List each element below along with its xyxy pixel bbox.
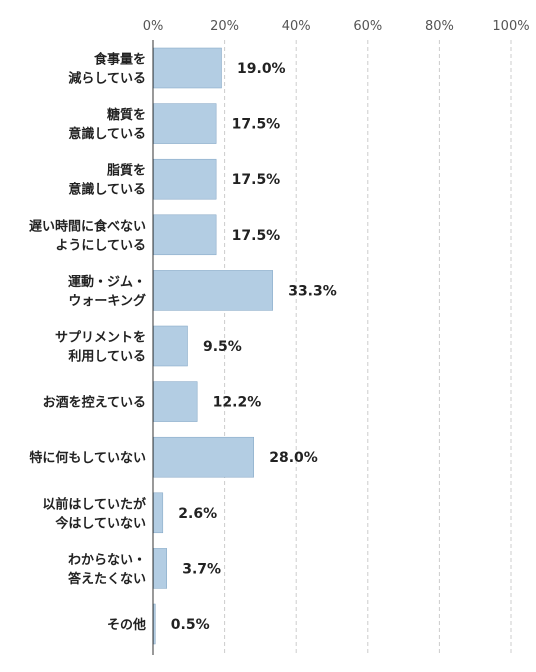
category-label: お酒を控えている: [43, 395, 146, 411]
category-label: 今はしていない: [54, 515, 146, 531]
category-label: その他: [107, 617, 146, 633]
bar: [153, 325, 188, 367]
bar: [153, 436, 254, 478]
category-label: 食事量を: [94, 52, 146, 68]
category-label: サプリメントを: [55, 331, 146, 346]
value-labels: 19.0% 17.5% 17.5% 17.5% 33.3% 9.5% 12.2% 28.0% 2…: [171, 61, 337, 633]
x-tick-label: 60%: [353, 19, 382, 34]
value-label: 28.0%: [269, 450, 318, 466]
bar: [153, 158, 217, 200]
category-label: 運動・ジム・: [68, 274, 146, 290]
category-label: 利用している: [68, 349, 146, 365]
category-label: 糖質を: [107, 107, 146, 123]
x-tick-label: 40%: [282, 19, 311, 34]
category-label: ようにしている: [55, 238, 146, 253]
grid-lines: [224, 40, 512, 655]
bar: [153, 270, 273, 311]
bar: [153, 103, 217, 144]
category-label: 脂質を: [106, 163, 146, 179]
value-label: 0.5%: [171, 617, 210, 633]
bars: [153, 47, 273, 645]
value-label: 2.6%: [178, 506, 217, 522]
category-label: 意識している: [68, 126, 146, 142]
value-label: 17.5%: [232, 172, 281, 188]
value-label: 19.0%: [237, 61, 286, 77]
bar: [153, 548, 167, 589]
bar: [153, 47, 222, 89]
category-label: ウォーキング: [68, 293, 146, 309]
bar: [153, 214, 217, 256]
x-tick-label: 0%: [143, 19, 164, 34]
category-label: わからない・: [68, 553, 146, 568]
category-label: 特に何もしていない: [29, 450, 146, 466]
x-axis-ticks: 0% 20% 40% 60% 80% 100%: [143, 19, 530, 34]
value-label: 3.7%: [182, 561, 221, 577]
category-label: 遅い時間に食べない: [29, 218, 146, 234]
x-tick-label: 100%: [492, 19, 529, 34]
value-label: 17.5%: [232, 228, 281, 244]
category-label: 意識している: [68, 182, 146, 198]
bar: [153, 603, 156, 645]
value-label: 33.3%: [288, 283, 337, 299]
value-label: 17.5%: [232, 117, 281, 133]
bar: [153, 492, 164, 534]
category-label: 答えたくない: [68, 571, 146, 587]
category-labels: 食事量を減らしている糖質を意識している脂質を意識している遅い時間に食べないように…: [29, 52, 146, 634]
x-tick-label: 80%: [425, 19, 454, 34]
x-tick-label: 20%: [210, 19, 239, 34]
value-label: 12.2%: [213, 395, 262, 411]
category-label: 以前はしていたが: [42, 496, 146, 512]
category-label: 減らしている: [68, 71, 146, 87]
value-label: 9.5%: [203, 339, 242, 355]
bar: [153, 381, 198, 422]
